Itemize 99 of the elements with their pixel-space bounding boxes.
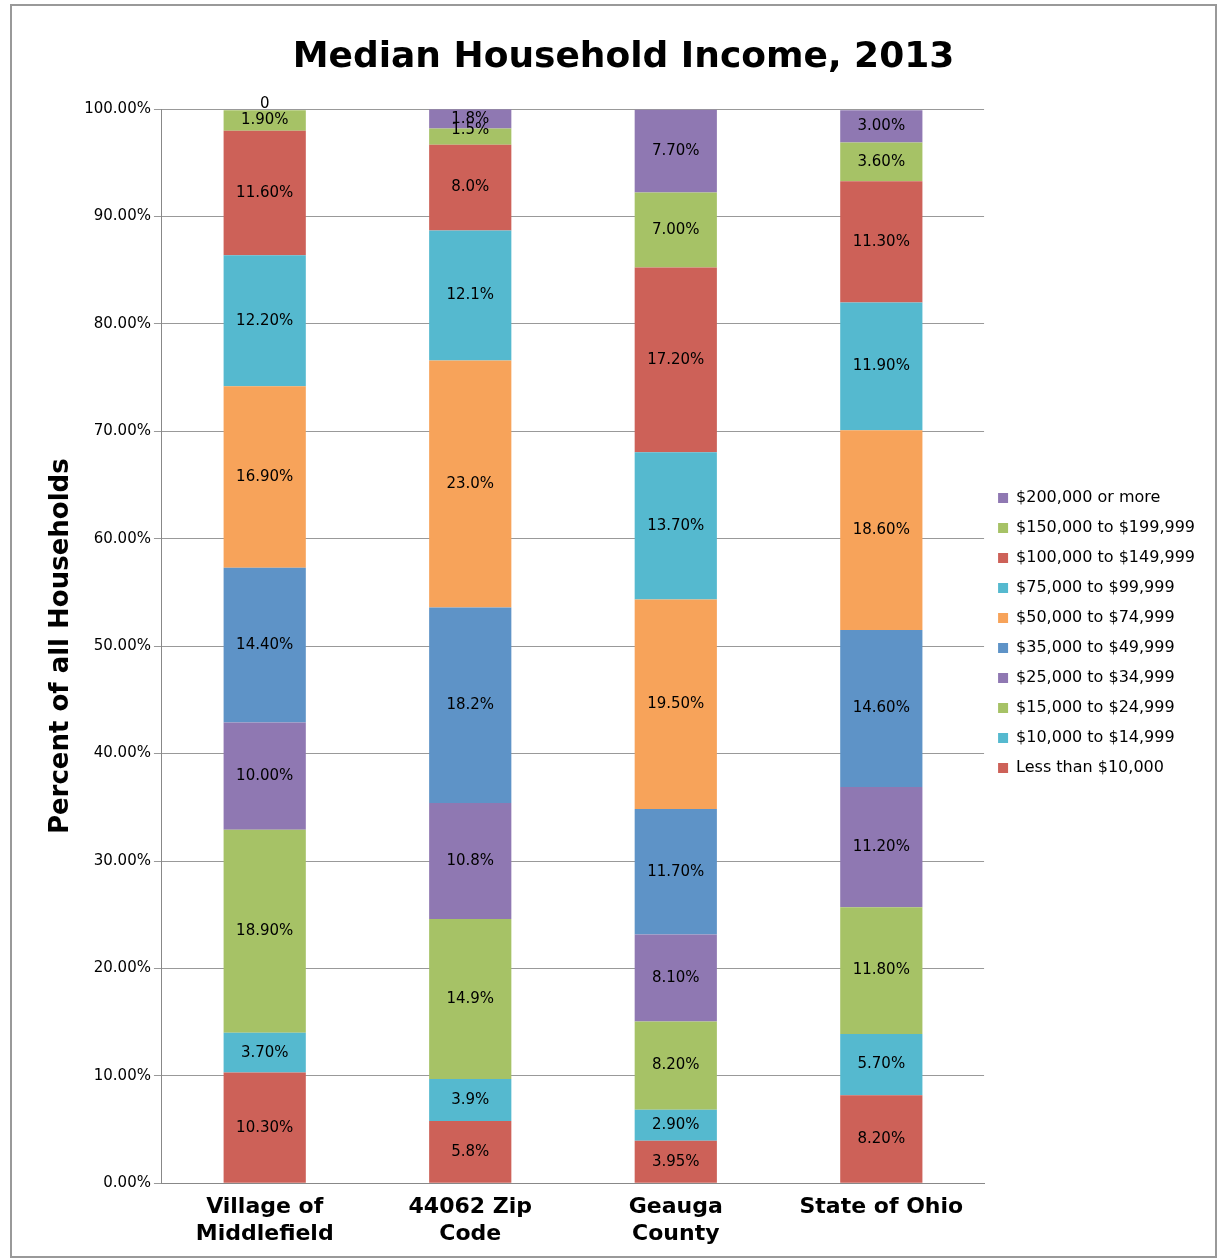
data-label: 7.70% [651,140,700,159]
data-label: 14.40% [236,635,294,654]
x-tick-label: Geauga County [628,1193,723,1245]
data-label: 13.70% [647,515,705,534]
data-label: 14.60% [852,698,910,717]
bar [634,808,717,935]
data-label: 2.90% [651,1115,700,1134]
data-label: 11.70% [647,861,705,880]
data-label: 18.60% [852,520,910,539]
data-label: 5.8% [451,1141,490,1160]
bar [429,607,512,803]
bar [429,360,512,608]
bar [223,829,306,1033]
legend-label: $25,000 to $34,999 [1016,667,1175,687]
bar [429,803,512,919]
y-tick-label: 20.00% [93,958,151,977]
bar [840,1033,923,1096]
data-label: 3.60% [857,151,906,170]
data-label: 23.0% [446,473,495,492]
legend-label: Less than $10,000 [1016,757,1164,777]
legend-label: $35,000 to $49,999 [1016,637,1175,657]
data-label: 3.9% [451,1089,490,1108]
bar [429,144,512,231]
data-label: 18.90% [236,921,294,940]
bar [634,109,717,193]
data-label: 16.90% [236,466,294,485]
data-label: 19.50% [647,694,705,713]
data-label: 14.9% [446,988,495,1007]
data-label: 11.30% [852,231,910,250]
data-label: 1.90% [240,110,289,129]
x-tick-label: Village of Middlefield [195,1193,334,1245]
data-label: 8.20% [857,1128,906,1147]
chart-title: Median Household Income, 2013 [292,33,955,75]
data-label: 10.30% [236,1117,294,1136]
data-label: 8.0% [451,177,490,196]
bar [223,1032,306,1073]
bar [840,786,923,908]
data-label: 11.90% [852,356,910,375]
y-axis-title: Percent of all Households [44,458,75,835]
x-tick-label: State of Ohio [799,1193,964,1219]
bar [223,130,306,256]
bar [223,1072,306,1183]
bar [840,1095,923,1183]
y-tick-label: 0.00% [103,1173,151,1192]
data-label: 7.00% [651,219,700,238]
bar [634,267,717,453]
y-tick-label: 90.00% [93,206,151,225]
bar [840,142,923,182]
x-tick-label: 44062 Zip Code [408,1193,532,1245]
bar [840,181,923,303]
bar [634,1140,717,1183]
data-label: 3.70% [240,1042,289,1061]
data-label: 18.2% [446,695,495,714]
data-label: 8.10% [651,967,700,986]
legend-label: $200,000 or more [1016,487,1161,507]
y-tick-label: 70.00% [93,421,151,440]
legend-label: $15,000 to $24,999 [1016,697,1175,717]
bar [223,386,306,568]
data-label: 10.8% [446,850,495,869]
data-label: 10.00% [236,766,294,785]
legend-label: $10,000 to $14,999 [1016,727,1175,747]
bar [429,230,512,361]
y-tick-label: 60.00% [93,528,151,547]
bar [634,452,717,600]
bar [429,919,512,1080]
bar [840,630,923,787]
bar [634,1021,717,1110]
data-label: 12.1% [446,285,495,304]
data-label: 11.20% [852,836,910,855]
bar [634,934,717,1022]
y-tick-label: 30.00% [93,850,151,869]
bar [840,907,923,1034]
bar [223,722,306,830]
y-tick-label: 80.00% [93,313,151,332]
legend-label: $100,000 to $149,999 [1016,547,1195,567]
data-label: 8.20% [651,1055,700,1074]
y-tick-label: 50.00% [93,636,151,655]
data-label: 0 [259,94,270,113]
data-label: 12.20% [236,310,294,329]
bar [634,192,717,268]
bar [429,1120,512,1183]
legend-label: $150,000 to $199,999 [1016,517,1195,537]
y-tick-label: 40.00% [93,743,151,762]
y-tick-label: 100.00% [84,99,151,118]
data-label: 17.20% [647,349,705,368]
bar [223,255,306,387]
legend-label: $75,000 to $99,999 [1016,577,1175,597]
data-label: 11.60% [236,182,294,201]
data-label: 3.00% [857,116,906,135]
legend-label: $50,000 to $74,999 [1016,607,1175,627]
bar [840,302,923,431]
data-label: 5.70% [857,1054,906,1073]
bar [634,599,717,809]
bar [223,567,306,723]
bar [840,430,923,631]
bar [429,1079,512,1121]
data-label: 3.95% [651,1151,700,1170]
data-label: 11.80% [852,960,910,979]
y-tick-label: 10.00% [93,1065,151,1084]
